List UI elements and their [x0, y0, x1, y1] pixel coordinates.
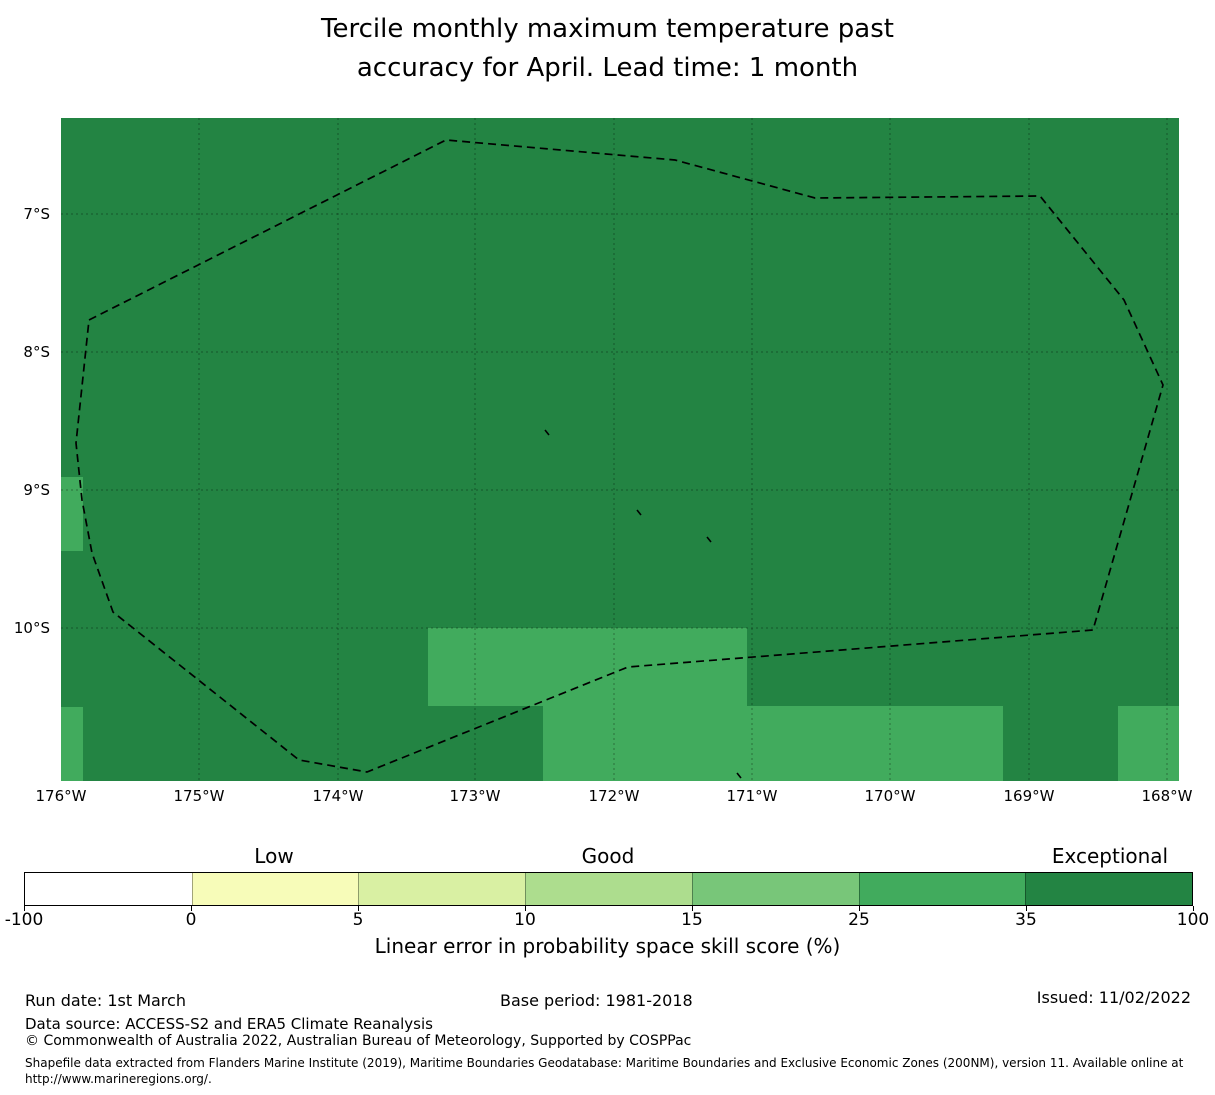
x-tick-label: 174°W	[312, 787, 364, 805]
island-mark	[544, 429, 550, 436]
run-date-text: Run date: 1st March	[25, 991, 186, 1010]
y-tick-label: 10°S	[13, 619, 50, 637]
colorbar-tier-label: Low	[254, 844, 294, 868]
x-tick-label: 170°W	[864, 787, 916, 805]
colorbar-tick-mark	[358, 906, 359, 911]
x-tick-label: 175°W	[173, 787, 225, 805]
map-svg	[61, 118, 1179, 781]
chart-title: Tercile monthly maximum temperature past…	[0, 10, 1215, 88]
colorbar-tier-label: Good	[581, 844, 635, 868]
island-mark	[706, 536, 712, 543]
colorbar-tick-label: -100	[4, 910, 44, 930]
colorbar-segment	[358, 873, 526, 905]
colorbar-tick-label: 100	[1176, 910, 1210, 930]
x-tick-label: 169°W	[1003, 787, 1055, 805]
island-mark	[636, 509, 642, 516]
x-tick-label: 168°W	[1141, 787, 1193, 805]
skill-cell	[428, 628, 747, 706]
colorbar	[24, 872, 1193, 906]
island-mark	[736, 772, 742, 779]
colorbar-tick-mark	[859, 906, 860, 911]
copyright-text: © Commonwealth of Australia 2022, Austra…	[25, 1033, 692, 1049]
y-tick-label: 9°S	[23, 481, 50, 499]
colorbar-tick-label: 25	[848, 910, 870, 930]
x-tick-label: 173°W	[449, 787, 501, 805]
y-tick-label: 7°S	[23, 205, 50, 223]
base-period-text: Base period: 1981-2018	[500, 991, 693, 1010]
x-tick-label: 171°W	[726, 787, 778, 805]
shapefile-attribution-text: Shapefile data extracted from Flanders M…	[25, 1056, 1184, 1070]
colorbar-caption: Linear error in probability space skill …	[374, 934, 841, 958]
colorbar-tick-mark	[692, 906, 693, 911]
eez-boundary-dashed	[75, 139, 1164, 773]
colorbar-tick-mark	[191, 906, 192, 911]
shapefile-url-text: http://www.marineregions.org/.	[25, 1072, 212, 1086]
colorbar-segment	[525, 873, 692, 905]
data-source-text: Data source: ACCESS-S2 and ERA5 Climate …	[25, 1015, 433, 1033]
colorbar-segment	[191, 873, 359, 905]
colorbar-tick-label: 5	[352, 910, 364, 930]
chart-title-line1: Tercile monthly maximum temperature past	[321, 14, 894, 44]
chart-title-line2: accuracy for April. Lead time: 1 month	[356, 53, 859, 83]
colorbar-tick-mark	[1026, 906, 1027, 911]
colorbar-tier-label: Exceptional	[1051, 844, 1169, 868]
skill-cell	[543, 706, 1003, 781]
skill-cell	[61, 707, 83, 781]
y-tick-label: 8°S	[23, 343, 50, 361]
x-tick-label: 176°W	[35, 787, 87, 805]
map-plot-area	[61, 118, 1179, 781]
colorbar-segment	[1025, 873, 1193, 905]
colorbar-segment	[858, 873, 1026, 905]
colorbar-segment	[691, 873, 859, 905]
colorbar-segment	[25, 873, 192, 905]
colorbar-tick-label: 35	[1015, 910, 1037, 930]
colorbar-tick-mark	[1193, 906, 1194, 911]
colorbar-tick-label: 10	[514, 910, 536, 930]
colorbar-tick-mark	[24, 906, 25, 911]
issued-date-text: Issued: 11/02/2022	[1036, 988, 1191, 1007]
x-tick-label: 172°W	[588, 787, 640, 805]
colorbar-tick-label: 15	[681, 910, 703, 930]
skill-cell	[61, 477, 83, 551]
skill-cell	[1118, 706, 1179, 781]
colorbar-tick-label: 0	[185, 910, 197, 930]
colorbar-tick-mark	[525, 906, 526, 911]
